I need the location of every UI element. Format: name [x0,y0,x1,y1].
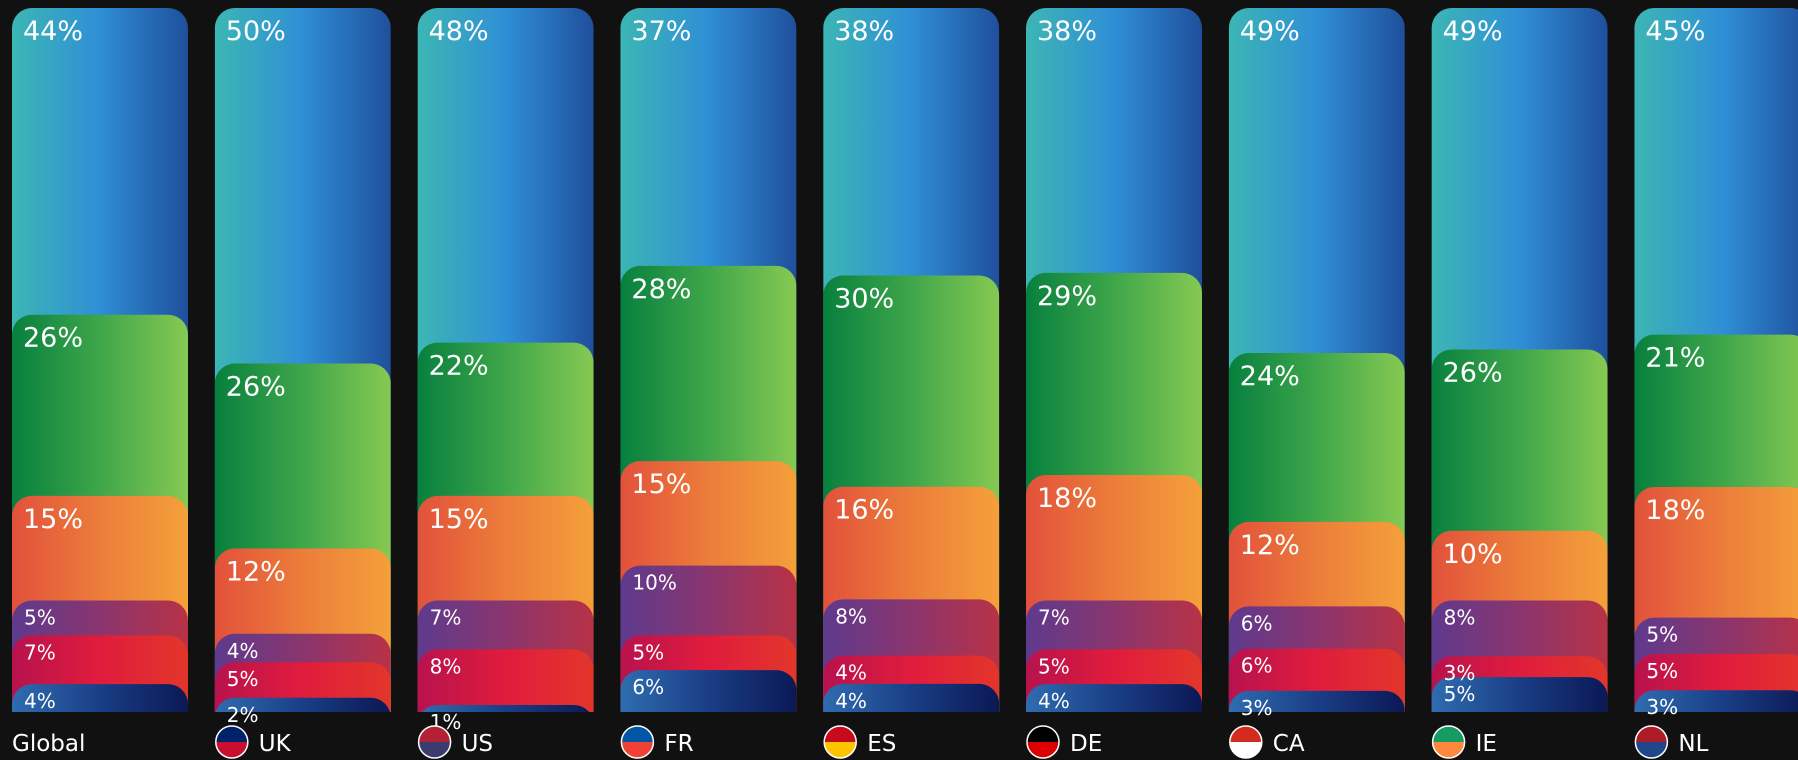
value-label: 18% [1645,495,1705,526]
bar-segment [823,683,1000,712]
value-label: 21% [1645,343,1705,374]
value-label: 3% [1444,661,1476,685]
column [1228,8,1405,712]
x-tick-label: ES [867,731,896,757]
value-label: 8% [835,604,867,628]
value-label: 5% [1038,654,1070,678]
value-label: 7% [430,605,462,629]
value-label: 44% [23,16,83,47]
flag-icon [1634,725,1669,759]
value-label: 38% [834,16,894,47]
value-label: 45% [1645,16,1705,47]
value-label: 50% [226,16,286,47]
value-label: 4% [24,689,56,713]
value-label: 15% [23,504,83,535]
value-label: 10% [1443,539,1503,570]
flag-icon [1026,725,1060,759]
value-label: 26% [1443,358,1503,389]
bar-segment [1026,684,1202,712]
value-label: 5% [1646,659,1678,683]
value-label: 24% [1240,361,1300,392]
value-label: 48% [429,16,489,47]
column [214,8,391,712]
column [12,8,188,712]
value-label: 29% [1037,281,1097,312]
value-label: 12% [1240,530,1300,561]
value-label: 18% [1037,483,1097,514]
flag-icon [823,725,857,759]
value-label: 5% [227,667,259,691]
value-label: 5% [1646,623,1678,647]
bar-segment [215,697,390,712]
x-tick-label: NL [1678,731,1708,757]
x-tick-label: US [462,731,493,757]
bar-segment [1431,677,1608,712]
value-label: 4% [835,689,867,713]
bar-segment [1634,690,1798,712]
value-label: 15% [429,504,489,535]
value-label: 4% [1038,689,1070,713]
value-label: 10% [632,571,676,595]
bar-segment [1228,690,1405,712]
x-tick-label: IE [1476,731,1497,757]
x-tick-label: UK [259,731,292,757]
value-label: 8% [1444,605,1476,629]
value-label: 30% [834,284,894,315]
value-label: 12% [226,556,286,587]
x-tick-label: CA [1273,731,1305,757]
value-label: 28% [631,274,691,305]
value-label: 49% [1443,16,1503,47]
value-label: 26% [226,372,286,403]
value-label: 5% [632,640,664,664]
bar-segment [620,670,797,712]
value-label: 6% [1241,611,1273,635]
column [1026,8,1202,712]
x-tick-label: Global [12,731,85,757]
bar-segment [12,684,188,712]
flag-icon [620,725,655,759]
value-label: 7% [1038,605,1070,629]
value-label: 8% [430,654,462,678]
value-label: 49% [1240,16,1300,47]
value-label: 6% [632,675,664,699]
value-label: 5% [24,605,56,629]
x-tick-label: DE [1070,731,1102,757]
x-tick-label: FR [664,731,693,757]
flag-icon [1431,725,1466,759]
flag-icon [1229,725,1263,759]
bar-segment [421,705,590,712]
flag-icon [215,725,249,759]
column [823,8,1000,712]
value-label: 38% [1037,16,1097,47]
value-label: 3% [1241,696,1273,720]
value-label: 16% [834,495,894,526]
flag-icon [417,725,452,759]
bar-segment [417,649,594,712]
column [1431,8,1608,712]
value-label: 5% [1444,682,1476,706]
value-label: 7% [24,640,56,664]
value-label: 26% [23,323,83,354]
value-label: 6% [1241,654,1273,678]
column [620,8,797,712]
value-label: 15% [631,469,691,500]
value-label: 3% [1646,695,1678,719]
column [417,8,594,712]
value-label: 22% [429,351,489,382]
column [1634,8,1798,712]
value-label: 4% [835,661,867,685]
value-label: 37% [631,16,691,47]
value-label: 4% [227,639,259,663]
value-label: 2% [227,703,259,727]
